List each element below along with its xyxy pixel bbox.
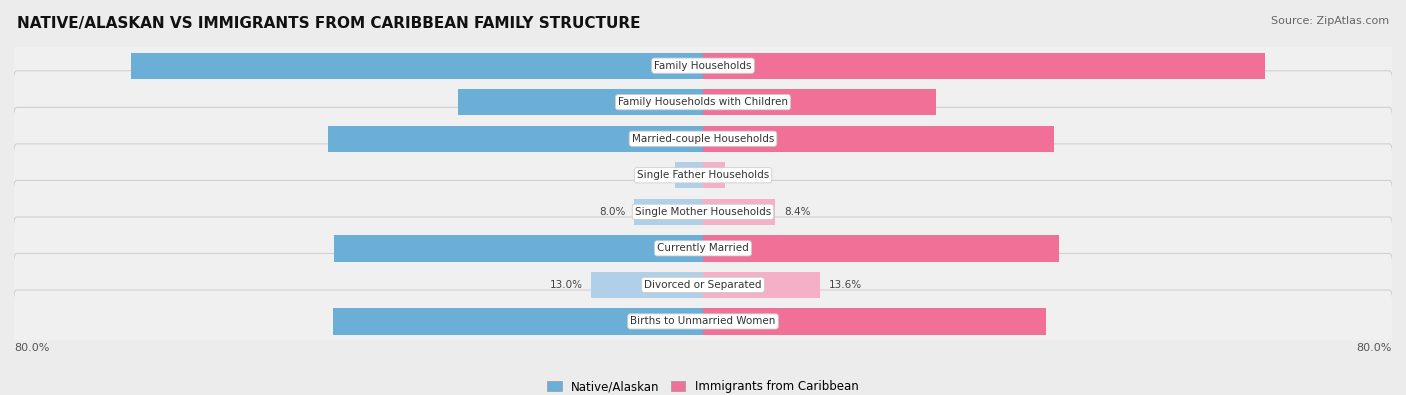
FancyBboxPatch shape (13, 254, 1393, 316)
Bar (329, 126, 703, 152)
FancyBboxPatch shape (13, 290, 1393, 353)
Text: Currently Married: Currently Married (657, 243, 749, 253)
Text: 39.8%: 39.8% (716, 316, 749, 326)
Text: Single Father Households: Single Father Households (637, 170, 769, 180)
Text: 43.5%: 43.5% (657, 134, 690, 144)
Bar (703, 53, 1265, 79)
Bar (675, 162, 703, 188)
Text: 65.3%: 65.3% (716, 61, 749, 71)
FancyBboxPatch shape (13, 107, 1393, 170)
Text: 41.3%: 41.3% (716, 243, 749, 253)
Text: Family Households: Family Households (654, 61, 752, 71)
Bar (703, 308, 1046, 335)
Bar (591, 272, 703, 298)
FancyBboxPatch shape (13, 34, 1393, 97)
Text: 3.2%: 3.2% (640, 170, 666, 180)
FancyBboxPatch shape (13, 217, 1393, 280)
Text: 80.0%: 80.0% (14, 342, 49, 353)
Text: 8.0%: 8.0% (599, 207, 626, 217)
Bar (703, 126, 1054, 152)
Text: Single Mother Households: Single Mother Households (636, 207, 770, 217)
FancyBboxPatch shape (13, 181, 1393, 243)
Text: 8.4%: 8.4% (785, 207, 810, 217)
Bar (703, 89, 935, 115)
Text: 66.4%: 66.4% (657, 61, 690, 71)
Text: 80.0%: 80.0% (1357, 342, 1392, 353)
Bar (634, 199, 703, 225)
Text: 2.5%: 2.5% (733, 170, 759, 180)
FancyBboxPatch shape (13, 144, 1393, 207)
Legend: Native/Alaskan, Immigrants from Caribbean: Native/Alaskan, Immigrants from Caribbea… (543, 376, 863, 395)
Text: Married-couple Households: Married-couple Households (631, 134, 775, 144)
Text: 43.0%: 43.0% (657, 316, 690, 326)
Bar (703, 199, 775, 225)
Bar (703, 162, 724, 188)
Text: 13.0%: 13.0% (550, 280, 582, 290)
Text: NATIVE/ALASKAN VS IMMIGRANTS FROM CARIBBEAN FAMILY STRUCTURE: NATIVE/ALASKAN VS IMMIGRANTS FROM CARIBB… (17, 16, 640, 31)
Bar (335, 235, 703, 261)
Text: 27.0%: 27.0% (716, 97, 749, 107)
Bar (333, 308, 703, 335)
Text: Source: ZipAtlas.com: Source: ZipAtlas.com (1271, 16, 1389, 26)
Bar (703, 235, 1059, 261)
Text: 40.8%: 40.8% (716, 134, 749, 144)
Bar (131, 53, 703, 79)
Text: 13.6%: 13.6% (828, 280, 862, 290)
Bar (458, 89, 703, 115)
Text: 42.8%: 42.8% (657, 243, 690, 253)
Text: Divorced or Separated: Divorced or Separated (644, 280, 762, 290)
Text: Family Households with Children: Family Households with Children (619, 97, 787, 107)
FancyBboxPatch shape (13, 71, 1393, 134)
Bar (703, 272, 820, 298)
Text: 28.4%: 28.4% (657, 97, 690, 107)
Text: Births to Unmarried Women: Births to Unmarried Women (630, 316, 776, 326)
